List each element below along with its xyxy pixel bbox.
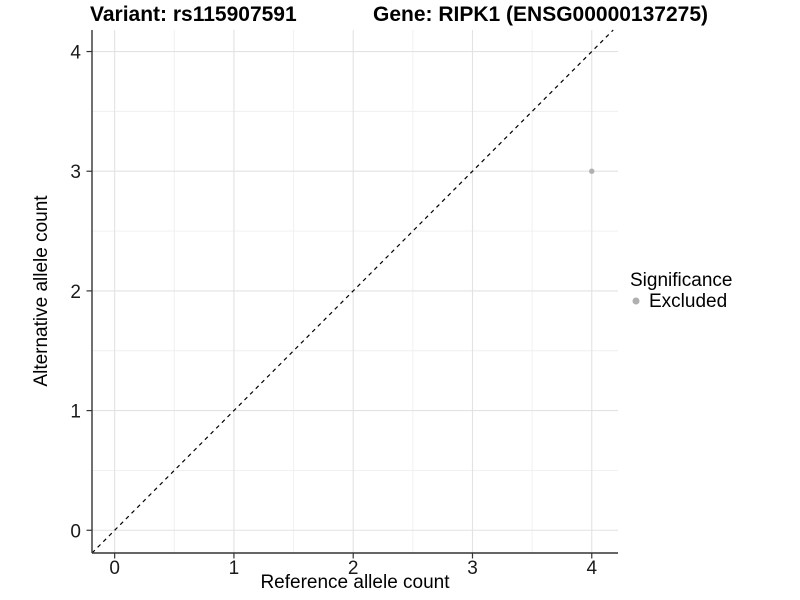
x-axis-title: Reference allele count bbox=[260, 572, 450, 593]
x-tick-label: 1 bbox=[229, 558, 240, 579]
identity-dashed-line bbox=[91, 29, 614, 554]
x-tick-label: 4 bbox=[586, 558, 597, 579]
x-tick-label: 0 bbox=[109, 558, 120, 579]
legend-item-label: Excluded bbox=[649, 291, 727, 312]
variant-title: Variant: rs115907591 bbox=[90, 3, 297, 26]
legend: Significance Excluded bbox=[630, 270, 732, 312]
x-tick-label: 3 bbox=[467, 558, 478, 579]
y-tick-label: 1 bbox=[70, 402, 81, 423]
legend-key-dot bbox=[632, 297, 640, 305]
identity-line-layer bbox=[91, 29, 614, 554]
axis-lines-layer bbox=[86, 30, 618, 559]
gene-title: Gene: RIPK1 (ENSG00000137275) bbox=[373, 3, 708, 26]
data-point bbox=[589, 168, 595, 174]
tick-labels-layer: 0 1 2 3 4 0 1 2 3 4 bbox=[70, 43, 597, 579]
y-tick-label: 3 bbox=[70, 162, 81, 183]
major-gridlines bbox=[92, 30, 618, 553]
y-tick-label: 0 bbox=[70, 521, 81, 542]
y-axis-title: Alternative allele count bbox=[31, 195, 52, 387]
legend-title: Significance bbox=[630, 270, 732, 291]
y-tick-label: 4 bbox=[70, 43, 81, 64]
x-tick-label: 2 bbox=[348, 558, 359, 579]
data-points-layer bbox=[589, 168, 595, 174]
y-tick-label: 2 bbox=[70, 282, 81, 303]
minor-gridlines bbox=[92, 30, 618, 553]
